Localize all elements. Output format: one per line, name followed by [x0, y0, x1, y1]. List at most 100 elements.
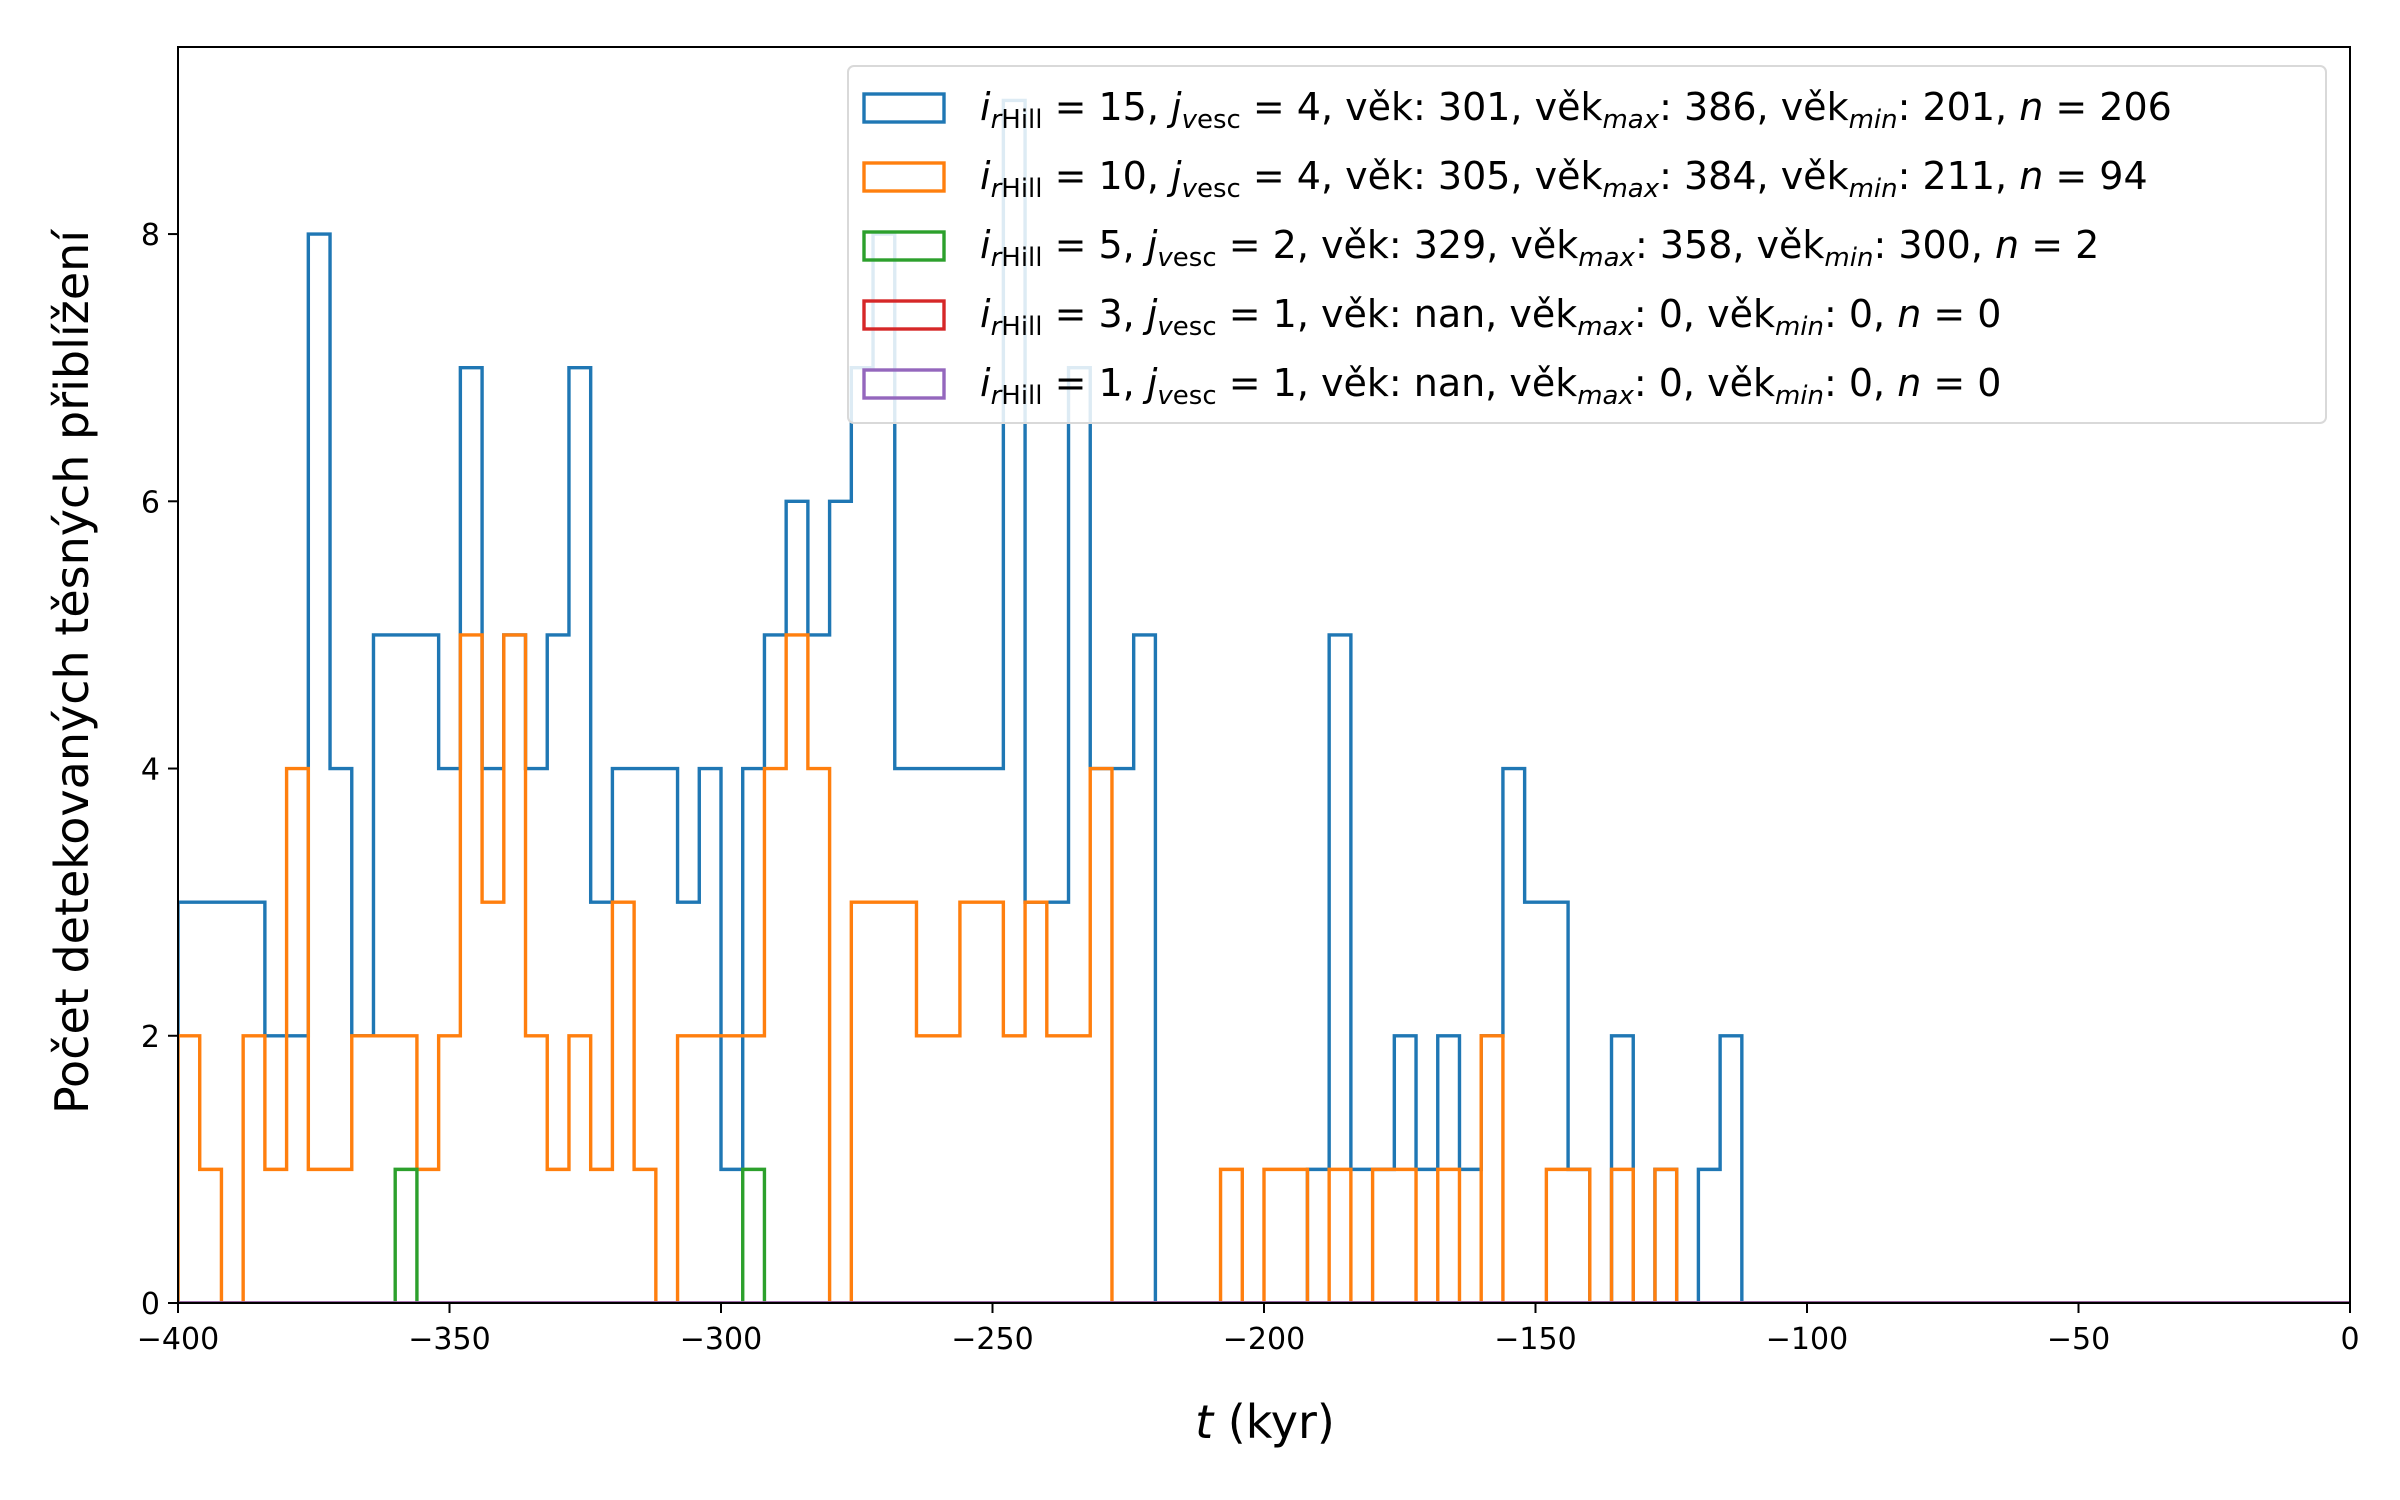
legend-v-subscript: v	[1157, 312, 1173, 342]
legend-i-symbol: i	[980, 361, 991, 405]
legend-n-symbol: n	[2019, 154, 2043, 198]
legend-entry-3: irHill = 5, jvesc = 2, věk: 329, věkmax:…	[980, 223, 2099, 273]
legend-swatch-2	[862, 161, 946, 193]
legend-swatch-4	[862, 299, 946, 331]
legend-age-text: = 1, věk: nan, věk	[1217, 292, 1578, 336]
legend-age-text: = 4, věk: 301, věk	[1241, 85, 1603, 129]
legend-age-text: = 2, věk: 329, věk	[1217, 223, 1579, 267]
axes: −400 −350 −300 −250 −200 −150 −100 −50 0 0 2 4 6 8	[137, 46, 2360, 1357]
legend-entry-4: irHill = 3, jvesc = 1, věk: nan, věkmax:…	[980, 292, 2002, 342]
legend-ir-value: = 1,	[1043, 361, 1147, 405]
legend-box	[847, 65, 2327, 424]
legend-esc-subscript: esc	[1173, 381, 1217, 411]
legend-n-symbol: n	[1897, 361, 1921, 405]
legend-esc-subscript: esc	[1197, 174, 1241, 204]
legend-max-value: : 384, věk	[1659, 154, 1848, 198]
legend-min-value: : 0,	[1824, 292, 1897, 336]
histogram-series-2	[178, 633, 2350, 1303]
legend-min-subscript: min	[1824, 243, 1873, 273]
legend-esc-subscript: esc	[1173, 243, 1217, 273]
legend-swatch-1	[862, 92, 946, 124]
legend-max-subscript: max	[1577, 312, 1634, 342]
legend-n-value: = 2	[2019, 223, 2099, 267]
legend-ir-value: = 15,	[1043, 85, 1172, 129]
legend-r-subscript: r	[991, 243, 1004, 273]
legend-ir-value: = 3,	[1043, 292, 1147, 336]
x-tick-label: −200	[1223, 1322, 1305, 1357]
legend-n-value: = 0	[1921, 292, 2001, 336]
legend-min-subscript: min	[1849, 105, 1898, 135]
legend-entry-1: irHill = 15, jvesc = 4, věk: 301, věkmax…	[980, 85, 2172, 135]
legend-r-subscript: r	[991, 174, 1004, 204]
legend-age-text: = 4, věk: 305, věk	[1241, 154, 1603, 198]
legend-age-text: = 1, věk: nan, věk	[1217, 361, 1578, 405]
legend-n-symbol: n	[2019, 85, 2043, 129]
legend-i-symbol: i	[980, 292, 991, 336]
legend-n-value: = 206	[2043, 85, 2172, 129]
legend-v-subscript: v	[1157, 381, 1173, 411]
legend-min-value: : 300,	[1873, 223, 1995, 267]
plot-area	[178, 98, 2350, 1303]
legend-r-subscript: r	[991, 105, 1004, 135]
x-axis-unit: (kyr)	[1213, 1395, 1335, 1449]
legend-i-symbol: i	[980, 154, 991, 198]
legend-entry-2: irHill = 10, jvesc = 4, věk: 305, věkmax…	[980, 154, 2148, 204]
legend-min-subscript: min	[1775, 381, 1824, 411]
y-tick-label: 2	[141, 1020, 160, 1055]
legend-n-value: = 94	[2043, 154, 2147, 198]
x-tick-label: −50	[2047, 1322, 2110, 1357]
legend-hill-subscript: Hill	[1001, 174, 1042, 204]
legend-swatch-3	[862, 230, 946, 262]
legend-entry-5: irHill = 1, jvesc = 1, věk: nan, věkmax:…	[980, 361, 2002, 411]
legend-max-subscript: max	[1578, 243, 1635, 273]
legend: irHill = 15, jvesc = 4, věk: 301, věkmax…	[847, 65, 2327, 424]
legend-n-value: = 0	[1921, 361, 2001, 405]
x-tick-label: 0	[2340, 1322, 2359, 1357]
legend-r-subscript: r	[991, 312, 1004, 342]
legend-min-subscript: min	[1775, 312, 1824, 342]
y-tick-label: 8	[141, 218, 160, 253]
legend-hill-subscript: Hill	[1001, 312, 1042, 342]
legend-max-value: : 0, věk	[1634, 292, 1775, 336]
legend-v-subscript: v	[1157, 243, 1173, 273]
legend-v-subscript: v	[1182, 105, 1198, 135]
y-axis-label: Počet detekovaných těsných přiblížení	[45, 229, 99, 1114]
legend-max-subscript: max	[1577, 381, 1634, 411]
legend-v-subscript: v	[1182, 174, 1198, 204]
legend-esc-subscript: esc	[1197, 105, 1241, 135]
legend-hill-subscript: Hill	[1001, 381, 1042, 411]
legend-i-symbol: i	[980, 223, 991, 267]
legend-n-symbol: n	[1995, 223, 2019, 267]
x-axis-label: t (kyr)	[1195, 1395, 1335, 1449]
y-tick-label: 0	[141, 1287, 160, 1322]
legend-max-value: : 386, věk	[1659, 85, 1848, 129]
legend-max-subscript: max	[1602, 174, 1659, 204]
x-tick-label: −400	[137, 1322, 219, 1357]
x-tick-label: −100	[1766, 1322, 1848, 1357]
x-tick-label: −150	[1494, 1322, 1576, 1357]
legend-min-subscript: min	[1849, 174, 1898, 204]
legend-min-value: : 211,	[1898, 154, 2020, 198]
legend-n-symbol: n	[1897, 292, 1921, 336]
legend-ir-value: = 5,	[1043, 223, 1147, 267]
y-tick-label: 6	[141, 485, 160, 520]
legend-esc-subscript: esc	[1173, 312, 1217, 342]
legend-hill-subscript: Hill	[1001, 105, 1042, 135]
legend-r-subscript: r	[991, 381, 1004, 411]
x-tick-label: −250	[951, 1322, 1033, 1357]
legend-i-symbol: i	[980, 85, 991, 129]
legend-max-value: : 358, věk	[1635, 223, 1824, 267]
x-axis-variable: t	[1195, 1395, 1215, 1449]
y-tick-label: 4	[141, 753, 160, 788]
x-tick-label: −300	[680, 1322, 762, 1357]
legend-min-value: : 201,	[1898, 85, 2020, 129]
legend-min-value: : 0,	[1824, 361, 1897, 405]
legend-max-subscript: max	[1602, 105, 1659, 135]
x-tick-label: −350	[408, 1322, 490, 1357]
legend-max-value: : 0, věk	[1634, 361, 1775, 405]
legend-swatch-5	[862, 368, 946, 400]
legend-hill-subscript: Hill	[1001, 243, 1042, 273]
series-group	[178, 98, 2350, 1303]
legend-ir-value: = 10,	[1043, 154, 1172, 198]
